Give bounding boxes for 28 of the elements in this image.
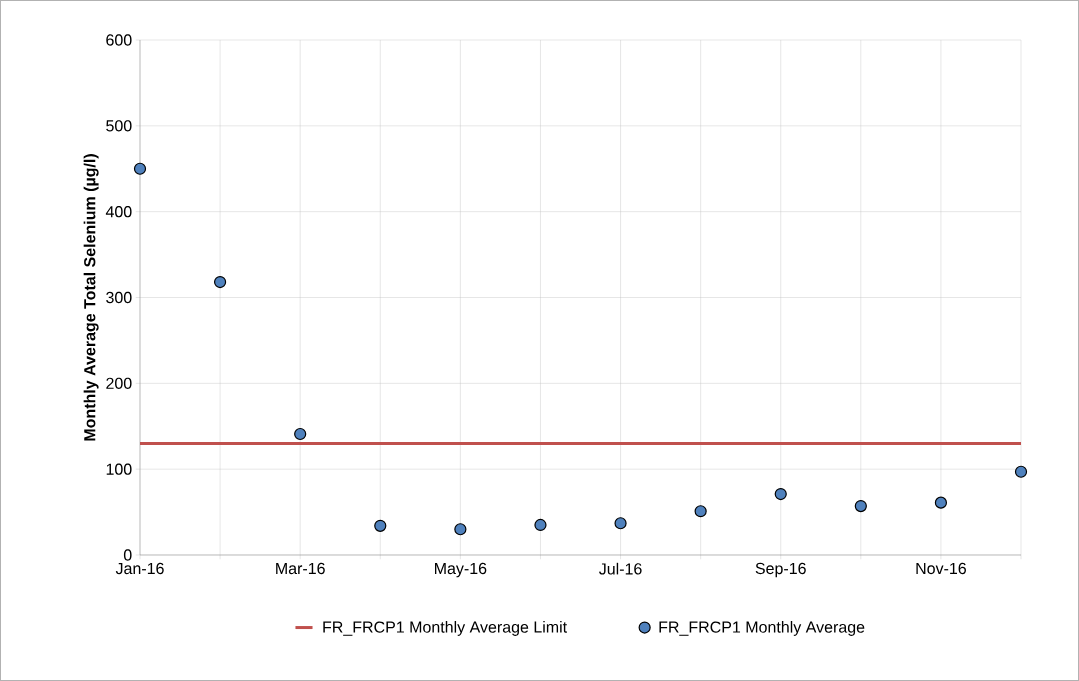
y-tick-label: 0 [123, 549, 132, 561]
y-tick-label: 500 [106, 120, 132, 132]
point [214, 275, 227, 289]
x-tick-label: May-16 [435, 562, 487, 578]
y-tick-label: 300 [106, 291, 132, 304]
point [694, 505, 707, 518]
point [854, 499, 867, 513]
legend-label: FR_FRCP1 Monthly Average Limit [323, 621, 567, 636]
x-tick-label: Sep-16 [755, 562, 806, 578]
point [534, 518, 547, 532]
legend-label: FR_FRCP1 Monthly Average [659, 621, 865, 636]
y-tick-label: 400 [105, 206, 132, 218]
point [614, 517, 627, 530]
point [774, 487, 787, 501]
point [133, 162, 147, 175]
x-tick-label: Jul-16 [599, 562, 642, 575]
point [934, 496, 948, 509]
x-tick-label: Nov-16 [916, 562, 966, 575]
y-tick-label: 600 [106, 34, 132, 46]
point [294, 427, 307, 441]
y-axis-title: Monthly Average Total Selenium (µg/l) [83, 154, 99, 441]
x-tick-label: Jan-16 [115, 562, 164, 575]
x-tick-label: Mar-16 [276, 562, 325, 575]
point [374, 519, 387, 532]
point [1014, 465, 1028, 478]
y-tick-label: 200 [106, 377, 132, 389]
y-tick-label: 100 [106, 463, 132, 475]
point [454, 523, 467, 536]
